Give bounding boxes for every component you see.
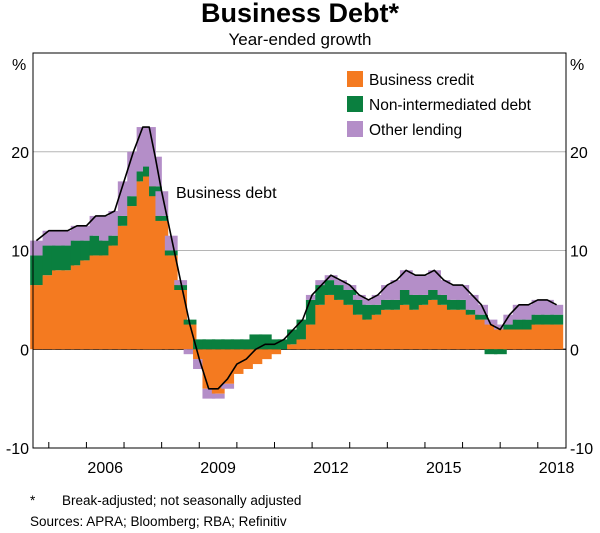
bar-segment-business-credit <box>193 349 206 360</box>
x-tick-label: 2009 <box>200 460 236 477</box>
frame-layer <box>32 52 567 449</box>
legend-label-other-lending: Other lending <box>369 122 462 139</box>
bar-segment-business-credit <box>258 349 272 360</box>
bar-segment-non-intermediated <box>522 319 535 330</box>
bar-segment-other-lending <box>475 304 488 315</box>
bar-segment-non-intermediated <box>475 314 488 320</box>
bar-segment-non-intermediated <box>503 324 517 330</box>
x-tick-label: 2018 <box>539 460 575 477</box>
legend-swatch-non-intermediated <box>347 96 363 112</box>
bar-segment-business-credit <box>296 339 310 350</box>
y-tick-label-left: -10 <box>6 441 29 458</box>
line-layer <box>35 126 557 390</box>
bar-segment-other-lending <box>352 294 366 300</box>
bar-segment-non-intermediated <box>202 339 216 350</box>
bar-segment-other-lending <box>550 304 564 315</box>
bar-segment-non-intermediated <box>30 255 43 286</box>
footnote-marker: * <box>30 493 36 508</box>
bar-segment-other-lending <box>30 240 43 256</box>
bar-segment-other-lending <box>221 383 235 389</box>
bar-segment-non-intermediated <box>484 349 498 355</box>
bar-segment-non-intermediated <box>108 235 122 246</box>
business-debt-line <box>35 126 557 390</box>
bar-segment-non-intermediated <box>127 196 141 207</box>
plot-frame <box>32 52 567 449</box>
ticks-layer: -10 -10 0 0 10 10 20 20 2006 2009 2012 2015 2018 <box>6 145 593 477</box>
bar-segment-other-lending <box>484 319 498 325</box>
footnote-text: Break-adjusted; not seasonally adjusted <box>62 493 301 508</box>
bar-segment-business-credit <box>550 324 564 350</box>
chart-title: Business Debt* <box>201 0 400 28</box>
bar-segment-non-intermediated <box>174 285 188 290</box>
bar-segment-non-intermediated <box>531 314 545 325</box>
x-tick-label: 2015 <box>426 460 462 477</box>
bar-segment-other-lending <box>324 275 338 281</box>
legend: Business credit Non-intermediated debt O… <box>347 71 532 139</box>
bar-segment-non-intermediated <box>465 309 479 315</box>
y-tick-label-right: 10 <box>570 244 588 261</box>
y-unit-right: % <box>570 57 584 74</box>
bar-segment-other-lending <box>503 314 517 325</box>
y-tick-label-left: 10 <box>11 244 29 261</box>
bar-segment-other-lending <box>315 280 329 286</box>
sources-text: Sources: APRA; Bloomberg; RBA; Refinitiv <box>30 514 287 529</box>
bar-segment-non-intermediated <box>512 319 526 330</box>
bar-segment-non-intermediated <box>230 339 244 350</box>
y-tick-label-right: -10 <box>570 441 593 458</box>
bar-segment-business-credit <box>287 344 300 350</box>
bar-segment-non-intermediated <box>446 299 460 310</box>
bar-segment-other-lending <box>211 393 225 399</box>
bar-segment-other-lending <box>202 388 216 399</box>
bar-segment-other-lending <box>371 294 385 305</box>
bar-segment-other-lending <box>183 349 197 355</box>
bar-segment-other-lending <box>334 280 347 286</box>
bar-segment-non-intermediated <box>390 299 404 310</box>
bar-segment-other-lending <box>305 294 319 300</box>
bar-segment-non-intermediated <box>437 294 451 305</box>
bar-segment-non-intermediated <box>193 339 206 350</box>
chart-subtitle: Year-ended growth <box>228 30 371 49</box>
bar-segment-other-lending <box>193 359 206 369</box>
bar-segment-non-intermediated <box>381 299 394 310</box>
bar-segment-non-intermediated <box>277 339 291 350</box>
bar-segment-non-intermediated <box>371 304 385 315</box>
annotation-business-debt: Business debt <box>176 185 277 202</box>
bar-segment-non-intermediated <box>418 294 432 305</box>
bar-segment-non-intermediated <box>211 339 225 350</box>
x-tick-label: 2006 <box>87 460 123 477</box>
bar-segment-non-intermediated <box>428 290 441 300</box>
legend-swatch-business-credit <box>347 71 363 87</box>
bar-segment-non-intermediated <box>117 215 131 226</box>
bar-segment-other-lending <box>493 324 507 330</box>
bar-segment-non-intermediated <box>164 250 178 256</box>
bar-segment-other-lending <box>343 285 357 290</box>
bar-segment-non-intermediated <box>493 349 507 355</box>
y-tick-label-right: 20 <box>570 145 588 162</box>
bar-segment-non-intermediated <box>540 314 554 325</box>
bar-segment-non-intermediated <box>155 215 169 221</box>
bar-segment-business-credit <box>30 285 43 350</box>
x-tick-label: 2012 <box>313 460 349 477</box>
y-tick-label-right: 0 <box>570 342 579 359</box>
legend-label-business-credit: Business credit <box>369 72 475 89</box>
bar-segment-other-lending <box>362 299 376 305</box>
legend-swatch-other-lending <box>347 121 363 137</box>
bar-segment-other-lending <box>164 235 178 251</box>
bar-segment-non-intermediated <box>550 314 564 325</box>
bars-layer <box>30 127 564 399</box>
bar-segment-non-intermediated <box>456 299 470 310</box>
bar-segment-non-intermediated <box>221 339 235 350</box>
y-tick-label-left: 0 <box>20 342 29 359</box>
y-unit-left: % <box>12 57 26 74</box>
legend-label-non-intermediated: Non-intermediated debt <box>369 97 532 114</box>
bar-segment-non-intermediated <box>240 339 253 350</box>
y-tick-label-left: 20 <box>11 145 29 162</box>
bar-segment-business-credit <box>268 349 282 355</box>
